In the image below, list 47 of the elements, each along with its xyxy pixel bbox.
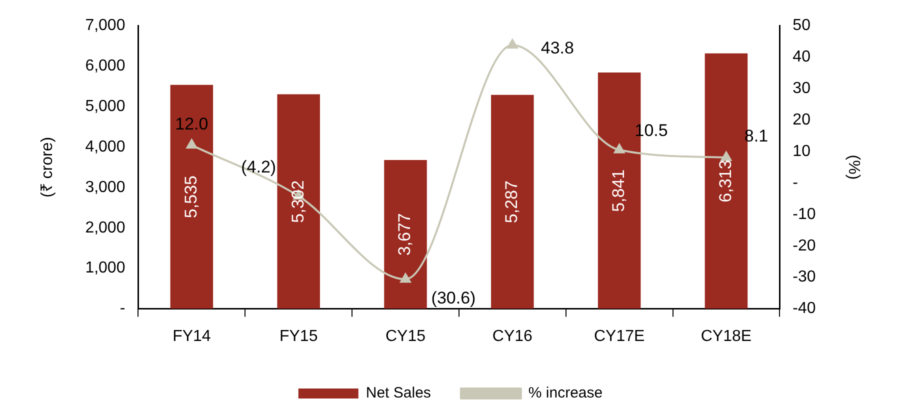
y2-tick-label: -40 (792, 300, 816, 318)
y-tick-label: 1,000 (85, 260, 126, 277)
legend-label: Net Sales (366, 384, 431, 402)
data-label: 5,287 (502, 180, 522, 224)
y-axis-title: (₹ crore) (39, 136, 56, 198)
bar (384, 160, 427, 309)
point (614, 144, 625, 154)
x-tick-label: CY17E (594, 328, 645, 345)
y2-tick-label: 40 (792, 48, 811, 66)
x-tick-label: FY15 (279, 328, 318, 345)
bar (277, 94, 320, 309)
y2-axis-title: (%) (844, 154, 862, 180)
x-tick-label: FY14 (172, 328, 211, 345)
data-label: (4.2) (241, 157, 276, 176)
y-tick-label: 5,000 (85, 98, 126, 115)
y2-tick-label: 30 (792, 80, 811, 97)
y2-tick-label: - (792, 174, 798, 192)
x-tick-label: CY15 (385, 328, 426, 345)
x-tick-label: CY16 (492, 328, 533, 345)
data-label: 5,535 (181, 176, 200, 218)
point (400, 273, 411, 283)
point (720, 151, 732, 161)
y2-tick-label: -30 (792, 268, 816, 286)
y-tick-label: 6,000 (85, 57, 126, 74)
bar (491, 94, 534, 309)
data-label: 6,313 (716, 160, 735, 202)
data-label: 43.8 (540, 38, 574, 58)
y-tick-label: - (120, 300, 126, 318)
data-label: 5,302 (288, 180, 308, 223)
y-tick-label: 3,000 (85, 178, 126, 196)
bar (170, 84, 214, 309)
y-tick-label: 7,000 (85, 17, 126, 34)
y2-tick-label: 50 (792, 17, 811, 34)
y2-tick-label: -10 (792, 206, 816, 223)
point (186, 139, 198, 149)
data-label: 12.0 (175, 114, 208, 134)
y-tick-label: 2,000 (85, 219, 126, 236)
point (507, 39, 518, 49)
y-tick-label: 4,000 (85, 138, 126, 156)
data-label: 5,841 (609, 169, 628, 212)
data-label: 3,677 (395, 213, 414, 256)
legend-label: % increase (528, 384, 603, 402)
y2-tick-label: 20 (792, 111, 811, 128)
x-tick-label: CY18E (700, 328, 752, 345)
y2-tick-label: 10 (792, 142, 811, 160)
data-label: (30.6) (431, 288, 476, 308)
y2-tick-label: -20 (792, 237, 816, 254)
